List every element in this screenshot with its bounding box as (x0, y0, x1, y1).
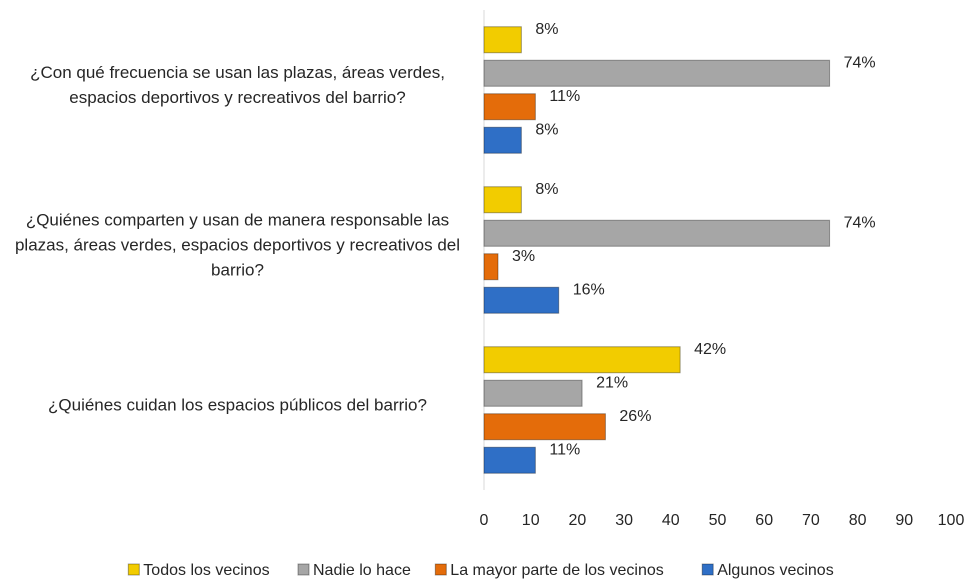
bar (483, 186, 522, 214)
category-label: ¿Con qué frecuencia se usan las plazas, … (30, 63, 445, 107)
bar (483, 446, 536, 474)
data-label: 16% (573, 281, 605, 298)
bar (483, 379, 583, 407)
x-tick-label: 90 (895, 512, 913, 529)
data-label: 26% (619, 408, 651, 425)
legend-label: La mayor parte de los vecinos (450, 562, 663, 579)
legend-label: Nadie lo hace (313, 562, 411, 579)
x-tick-label: 30 (615, 512, 633, 529)
bar (483, 26, 522, 54)
bar (483, 413, 606, 441)
bar (483, 286, 560, 314)
data-label: 8% (535, 181, 558, 198)
x-tick-label: 20 (569, 512, 587, 529)
x-tick-label: 50 (709, 512, 727, 529)
x-tick-label: 60 (755, 512, 773, 529)
x-tick-label: 40 (662, 512, 680, 529)
legend-swatch (434, 563, 447, 576)
x-tick-label: 10 (522, 512, 540, 529)
category-label: ¿Quiénes comparten y usan de manera resp… (14, 210, 461, 280)
x-tick-label: 80 (849, 512, 867, 529)
bar (483, 219, 831, 247)
data-label: 11% (549, 441, 580, 458)
legend-swatch (127, 563, 140, 576)
legend-label: Todos los vecinos (143, 562, 269, 579)
bar (483, 126, 522, 154)
x-tick-label: 0 (480, 512, 489, 529)
x-tick-label: 100 (938, 512, 965, 529)
legend-swatch (701, 563, 714, 576)
category-label: ¿Quiénes cuidan los espacios públicos de… (48, 395, 427, 415)
data-label: 11% (549, 88, 580, 105)
data-label: 42% (694, 341, 726, 358)
legend-swatch (297, 563, 310, 576)
data-label: 74% (844, 54, 876, 71)
data-label: 21% (596, 374, 628, 391)
data-label: 74% (844, 214, 876, 231)
bar (483, 59, 831, 87)
legend-label: Algunos vecinos (717, 562, 834, 579)
x-tick-label: 70 (802, 512, 820, 529)
data-label: 8% (535, 21, 558, 38)
bar (483, 93, 536, 121)
bar (483, 253, 499, 281)
data-label: 8% (535, 121, 558, 138)
data-label: 3% (512, 248, 535, 265)
bar (483, 346, 681, 374)
